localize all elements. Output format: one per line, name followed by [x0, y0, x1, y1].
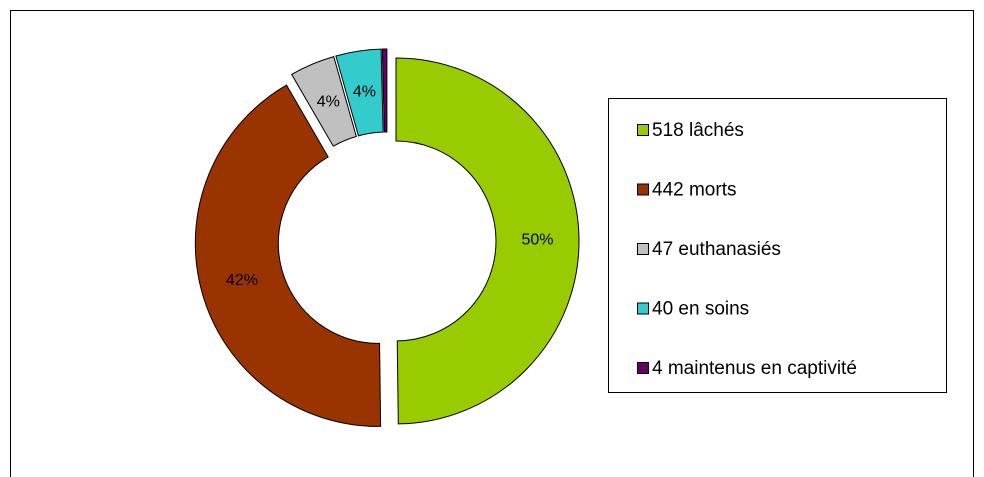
legend-label: 47 euthanasiés [652, 239, 781, 260]
donut-slice [194, 84, 382, 427]
legend-box [608, 98, 947, 393]
data-label: 50% [521, 231, 553, 248]
legend-swatch [637, 302, 649, 315]
donut-slice [395, 57, 580, 425]
legend-label: 4 maintenus en captivité [652, 358, 857, 379]
data-label: 4% [353, 83, 376, 100]
donut-slice [335, 48, 384, 137]
donut-slice [381, 48, 388, 133]
legend-swatch [637, 243, 649, 255]
legend-swatch [637, 183, 649, 196]
donut-slice [290, 55, 357, 147]
legend-label: 40 en soins [652, 299, 749, 320]
data-label: 4% [317, 94, 340, 111]
legend-swatch [637, 124, 649, 136]
legend-swatch [637, 362, 649, 374]
legend-label: 442 morts [652, 180, 736, 201]
legend-label: 518 lâchés [652, 120, 744, 141]
data-label: 42% [226, 272, 258, 289]
